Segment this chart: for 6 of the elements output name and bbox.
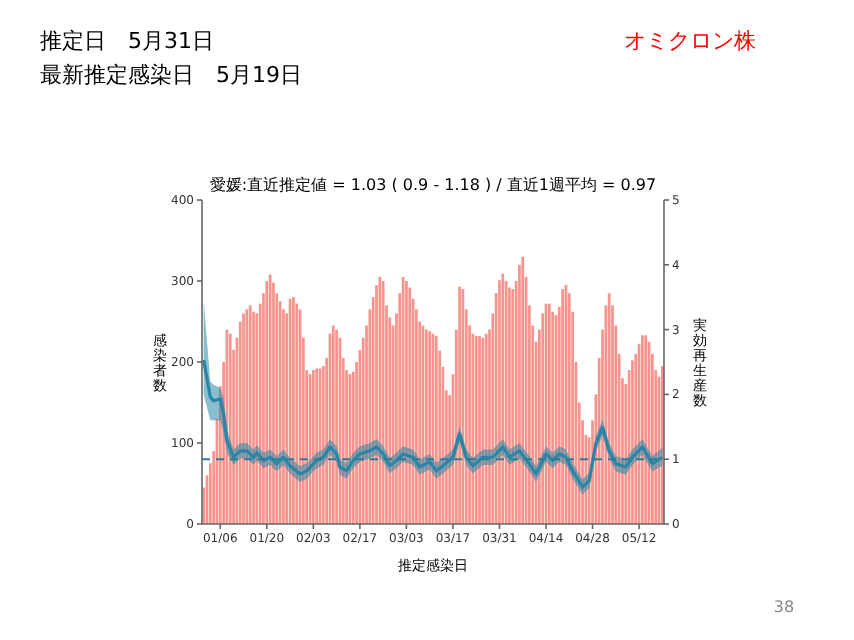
text: オミクロン株 [624, 28, 756, 54]
text: 38 [773, 598, 795, 616]
chart-title: 愛媛:直近推定値 = 1.03 ( 0.9 - 1.18 ) / 直近1週平均 = 0.97 [209, 176, 657, 194]
text: 最新推定感染日 5月19日 [40, 62, 302, 88]
text: 推定日 5月31日 [40, 28, 214, 54]
line-series [202, 358, 664, 489]
